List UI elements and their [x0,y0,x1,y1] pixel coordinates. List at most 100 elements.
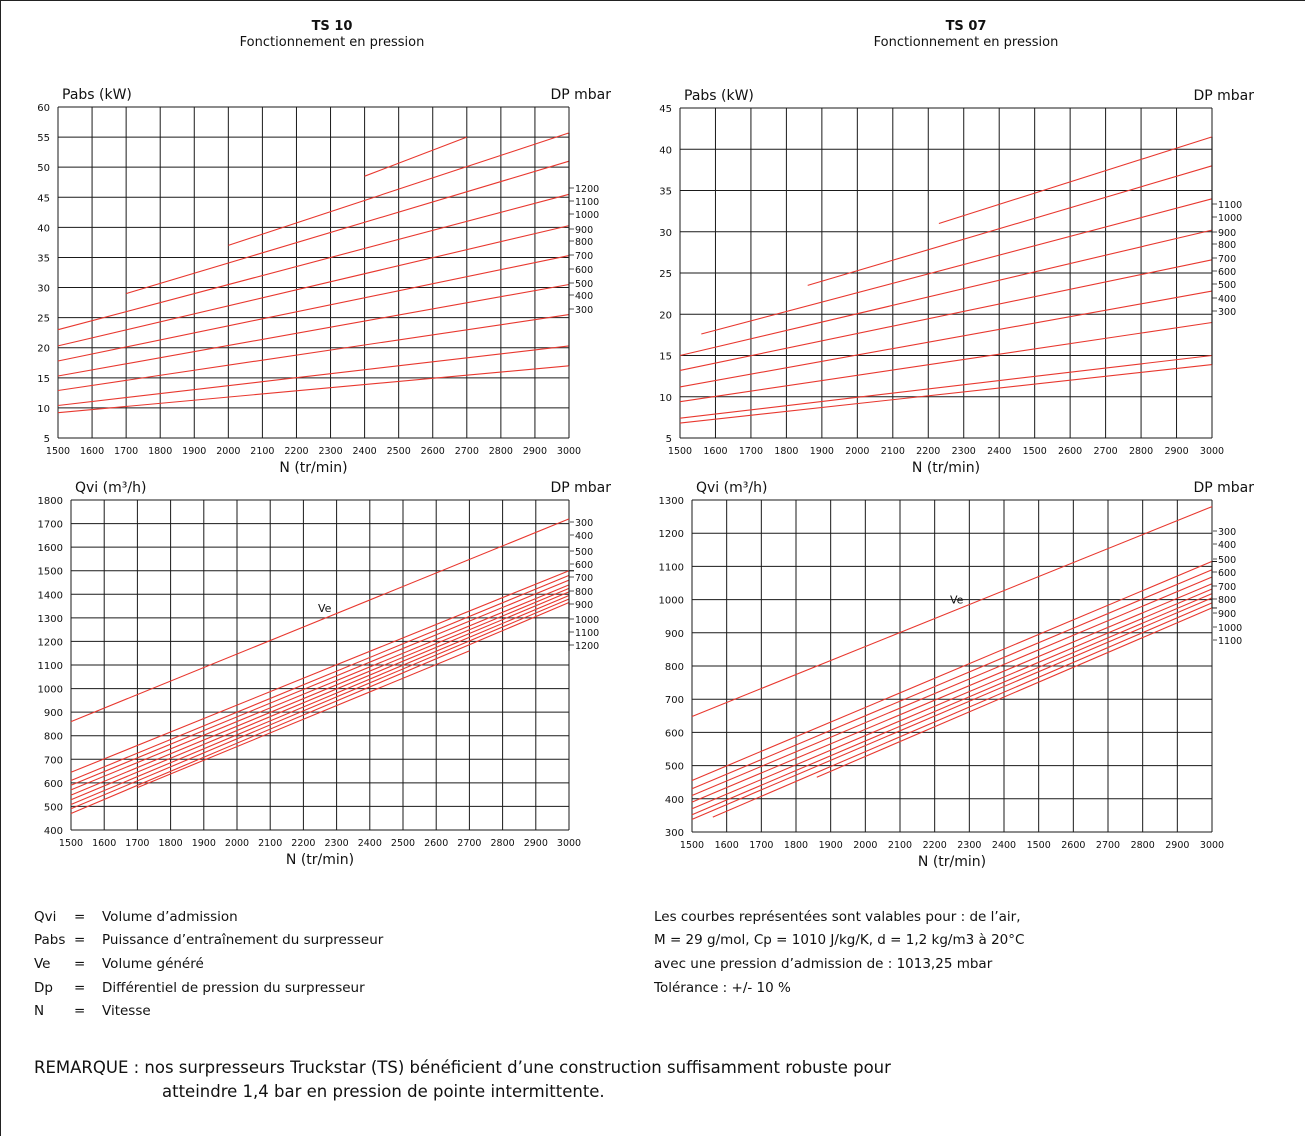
dp-leader [569,521,574,572]
series-line-400 [679,354,1213,419]
x-tick-label: 2400 [353,446,377,457]
dp-value-label: 1100 [1218,200,1242,211]
legend-row: Qvi = Volume d’admission [34,905,383,929]
dp-value-label: 800 [1218,240,1236,251]
y-tick-label: 1000 [38,685,63,696]
series-line-700 [679,259,1213,371]
y-tick-label: 1400 [38,590,63,601]
note-line: Tolérance : +/- 10 % [654,979,791,996]
x-tick-label: 3000 [557,838,581,849]
x-tick-label: 1600 [715,840,739,851]
validity-notes: Les courbes représentées sont valables p… [654,905,1024,999]
legend-eq: = [74,955,86,972]
x-tick-label: 1500 [668,446,692,457]
dp-value-label: 800 [1218,595,1236,606]
dp-leader [1212,607,1217,628]
x-tick-label: 2900 [1164,446,1188,457]
series-line-300 [691,560,1213,782]
y-tick-label: 30 [37,284,50,295]
dp-value-label: 1100 [1218,636,1242,647]
remark-line-1: REMARQUE : nos surpresseurs Truckstar (T… [34,1058,891,1077]
y-tick-label: 15 [659,352,672,363]
x-tick-label: 2100 [888,840,912,851]
x-tick-label: 1600 [80,446,104,457]
y-tick-label: 45 [659,104,672,115]
series-line-1000 [712,602,1213,818]
x-tick-label: 2800 [1131,840,1155,851]
y-tick-label: 30 [659,228,672,239]
legend-desc: Vitesse [102,1003,151,1020]
series-line-500 [691,576,1213,797]
x-tick-label: 2200 [916,446,940,457]
x-tick-label: 2800 [1129,446,1153,457]
dp-leader [1212,607,1217,641]
y-tick-label: 500 [665,762,684,773]
x-tick-label: 1700 [739,446,763,457]
chart-subtitle: Fonctionnement en pression [240,35,425,50]
y-tick-label: 700 [44,755,63,766]
legend-abbr: Pabs [34,932,66,949]
dp-leader [569,534,574,572]
x-tick-label: 2600 [1061,840,1085,851]
x-axis-label: N (tr/min) [912,460,980,476]
x-tick-label: 2700 [1094,446,1118,457]
dp-value-label: 1000 [575,615,599,626]
x-tick-label: 2100 [881,446,905,457]
x-tick-label: 2600 [424,838,448,849]
series-line-300 [57,365,570,414]
remark-block: REMARQUE : nos surpresseurs Truckstar (T… [34,1056,891,1104]
x-tick-label: 1700 [125,838,149,849]
y-tick-label: 15 [37,374,50,385]
dp-value-label: 1100 [575,197,599,208]
y-tick-label: 1300 [659,496,684,507]
abbreviation-legend: Qvi = Volume d’admission Pabs = Puissanc… [34,905,383,1023]
x-tick-label: 1800 [784,840,808,851]
dp-value-label: 700 [575,251,593,262]
x-tick-label: 2800 [491,838,515,849]
series-line-700 [57,255,570,362]
dp-value-label: 900 [575,600,593,611]
x-axis-label: N (tr/min) [918,854,986,870]
x-tick-label: 1500 [46,446,70,457]
x-tick-label: 2300 [318,446,342,457]
ve-label: Ve [950,594,964,607]
dp-leader [1211,530,1217,562]
dp-leader [569,563,574,572]
x-tick-label: 2600 [421,446,445,457]
series-line-1000 [125,160,570,295]
y-axis-label: Qvi (m³/h) [696,480,767,496]
series-line-700 [70,587,570,796]
chart-ts07-flow [691,499,1217,833]
dp-value-label: 300 [1218,527,1236,538]
dp-value-label: 900 [575,225,593,236]
y-tick-label: 1200 [659,529,684,540]
y-tick-label: 1200 [38,637,63,648]
y-tick-label: 500 [44,802,63,813]
dp-value-label: 1000 [1218,213,1242,224]
x-tick-label: 2600 [1058,446,1082,457]
x-tick-label: 2400 [358,838,382,849]
series-line-500 [679,321,1213,403]
dp-value-label: 400 [1218,294,1236,305]
x-tick-label: 1800 [774,446,798,457]
note-line: avec une pression d’admission de : 1013,… [654,955,993,972]
y-tick-label: 1100 [38,661,63,672]
chart-ts10-flow [70,499,574,831]
dp-value-label: 800 [575,237,593,248]
series-line-600 [691,583,1213,803]
x-tick-label: 2200 [923,840,947,851]
dp-value-label: 700 [1218,254,1236,265]
dp-value-label: 300 [575,305,593,316]
dp-axis-label: DP mbar [1193,480,1254,496]
dp-leader [569,550,574,572]
series-line-300 [679,364,1213,424]
series-line-800 [57,225,570,347]
series-line-1200 [364,136,467,177]
x-tick-label: 1900 [819,840,843,851]
series-line-1200 [137,650,470,789]
y-tick-label: 400 [665,795,684,806]
x-tick-label: 2700 [455,446,479,457]
x-tick-label: 1900 [182,446,206,457]
x-tick-label: 1700 [749,840,773,851]
x-tick-label: 2000 [845,446,869,457]
